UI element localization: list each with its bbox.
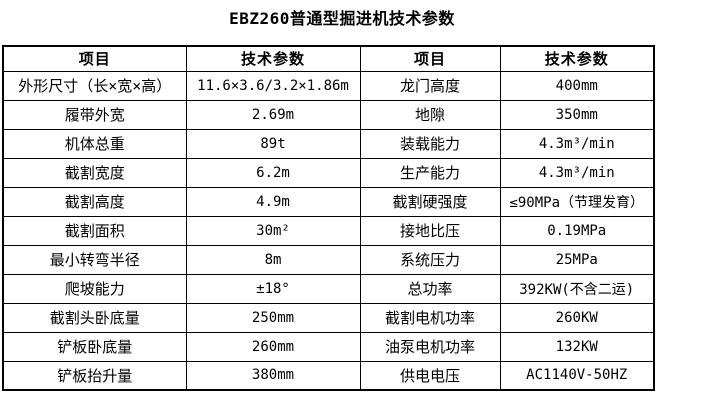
value-cell: 4.3m³/min	[499, 157, 655, 188]
value-cell: 0.19MPa	[499, 215, 655, 246]
table-row: 铲板卧底量 260mm 油泵电机功率 132KW	[2, 331, 655, 362]
item-cell: 装载能力	[359, 128, 501, 159]
table-row: 最小转弯半径 8m 系统压力 25MPa	[2, 244, 655, 275]
item-cell: 接地比压	[359, 215, 501, 246]
item-cell: 总功率	[359, 273, 501, 304]
item-cell: 截割硬强度	[359, 186, 501, 217]
item-cell: 截割面积	[2, 215, 187, 246]
item-cell: 龙门高度	[359, 70, 501, 101]
value-cell: 4.3m³/min	[499, 128, 655, 159]
spec-table: 项目 技术参数 项目 技术参数 外形尺寸（长×宽×高） 11.6×3.6/3.2…	[2, 45, 655, 391]
value-cell: 260KW	[499, 302, 655, 333]
item-cell: 铲板抬升量	[2, 360, 187, 391]
value-cell: 260mm	[185, 331, 361, 362]
value-cell: 11.6×3.6/3.2×1.86m	[185, 70, 361, 101]
item-cell: 生产能力	[359, 157, 501, 188]
item-cell: 机体总重	[2, 128, 187, 159]
table-row: 履带外宽 2.69m 地隙 350mm	[2, 99, 655, 130]
value-cell: 25MPa	[499, 244, 655, 275]
item-cell: 履带外宽	[2, 99, 187, 130]
value-cell: 380mm	[185, 360, 361, 391]
item-cell: 截割头卧底量	[2, 302, 187, 333]
table-row: 外形尺寸（长×宽×高） 11.6×3.6/3.2×1.86m 龙门高度 400m…	[2, 70, 655, 101]
value-cell: 350mm	[499, 99, 655, 130]
value-cell: ≤90MPa（节理发育）	[499, 186, 655, 217]
table-row: 截割面积 30m² 接地比压 0.19MPa	[2, 215, 655, 246]
value-cell: ±18°	[185, 273, 361, 304]
item-cell: 供电电压	[359, 360, 501, 391]
table-row: 截割头卧底量 250mm 截割电机功率 260KW	[2, 302, 655, 333]
table-header-row: 项目 技术参数 项目 技术参数	[2, 45, 655, 72]
value-cell: 392KW(不含二运)	[499, 273, 655, 304]
table-row: 铲板抬升量 380mm 供电电压 AC1140V-50HZ	[2, 360, 655, 391]
header-item-left: 项目	[2, 45, 187, 72]
value-cell: 6.2m	[185, 157, 361, 188]
table-row: 截割高度 4.9m 截割硬强度 ≤90MPa（节理发育）	[2, 186, 655, 217]
header-param-left: 技术参数	[185, 45, 361, 72]
item-cell: 截割高度	[2, 186, 187, 217]
item-cell: 最小转弯半径	[2, 244, 187, 275]
table-row: 机体总重 89t 装载能力 4.3m³/min	[2, 128, 655, 159]
value-cell: 2.69m	[185, 99, 361, 130]
item-cell: 地隙	[359, 99, 501, 130]
table-row: 截割宽度 6.2m 生产能力 4.3m³/min	[2, 157, 655, 188]
item-cell: 油泵电机功率	[359, 331, 501, 362]
value-cell: 250mm	[185, 302, 361, 333]
value-cell: 4.9m	[185, 186, 361, 217]
header-item-right: 项目	[359, 45, 501, 72]
value-cell: 132KW	[499, 331, 655, 362]
value-cell: 400mm	[499, 70, 655, 101]
page-title: EBZ260普通型掘进机技术参数	[229, 9, 455, 28]
value-cell: 30m²	[185, 215, 361, 246]
value-cell: AC1140V-50HZ	[499, 360, 655, 391]
item-cell: 铲板卧底量	[2, 331, 187, 362]
value-cell: 89t	[185, 128, 361, 159]
item-cell: 系统压力	[359, 244, 501, 275]
item-cell: 外形尺寸（长×宽×高）	[2, 70, 187, 101]
table-row: 爬坡能力 ±18° 总功率 392KW(不含二运)	[2, 273, 655, 304]
item-cell: 截割电机功率	[359, 302, 501, 333]
header-param-right: 技术参数	[499, 45, 655, 72]
item-cell: 截割宽度	[2, 157, 187, 188]
value-cell: 8m	[185, 244, 361, 275]
item-cell: 爬坡能力	[2, 273, 187, 304]
